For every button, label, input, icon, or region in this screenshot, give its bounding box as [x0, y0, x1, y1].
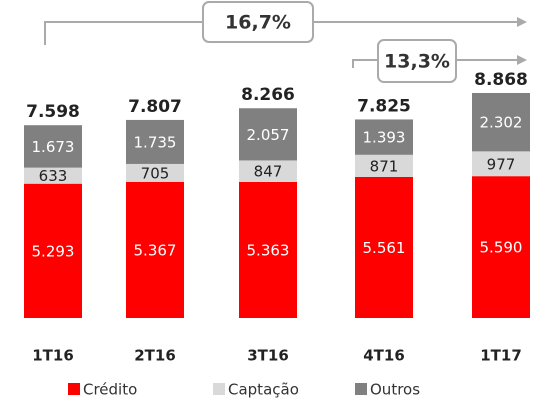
- data-label: 871: [370, 157, 399, 175]
- growth-arrow: [44, 17, 527, 45]
- data-label: 1.673: [32, 138, 75, 156]
- growth-arrow: [352, 55, 527, 68]
- bar-segment: [24, 183, 82, 318]
- total-label: 8.266: [241, 85, 295, 105]
- bar-segment: [24, 125, 82, 168]
- data-label: 847: [254, 163, 283, 181]
- data-label: 977: [487, 155, 516, 173]
- total-label: 7.825: [357, 96, 411, 116]
- x-tick-label: 2T16: [134, 347, 176, 365]
- data-label: 2.057: [247, 126, 290, 144]
- annotation: 16,7%: [225, 12, 291, 34]
- legend-swatch: [355, 383, 367, 395]
- bar-segment: [126, 181, 184, 318]
- annotation: 13,3%: [384, 51, 450, 73]
- legend-label: Crédito: [83, 381, 137, 399]
- x-tick-label: 1T17: [480, 347, 522, 365]
- data-label: 5.561: [363, 239, 406, 257]
- bar-segment: [239, 181, 297, 318]
- total-label: 7.598: [26, 102, 80, 122]
- bar-segment: [126, 119, 184, 164]
- bar-segment: [472, 92, 530, 152]
- data-label: 5.293: [32, 242, 75, 260]
- data-label: 705: [141, 164, 170, 182]
- bar-segment: [355, 176, 413, 318]
- total-label: 8.868: [474, 70, 528, 90]
- data-label: 2.302: [480, 114, 523, 132]
- x-tick-label: 1T16: [32, 347, 74, 365]
- data-label: 5.367: [134, 241, 177, 259]
- bar-segment: [126, 163, 184, 182]
- bar-segment: [355, 154, 413, 177]
- total-label: 7.807: [128, 97, 182, 117]
- data-label: 5.590: [480, 239, 523, 257]
- bar-segment: [355, 119, 413, 155]
- bar-segment: [239, 108, 297, 161]
- data-label: 1.735: [134, 133, 177, 151]
- data-label: 633: [39, 167, 68, 185]
- annotation-box: [202, 1, 314, 43]
- legend-label: Outros: [370, 381, 420, 399]
- legend-swatch: [68, 383, 80, 395]
- x-tick-label: 3T16: [247, 347, 289, 365]
- data-label: 1.393: [363, 129, 406, 147]
- legend-swatch: [213, 383, 225, 395]
- x-tick-label: 4T16: [363, 347, 405, 365]
- bar-segment: [472, 176, 530, 318]
- bar-segment: [24, 167, 82, 184]
- bar-segment: [239, 160, 297, 182]
- data-label: 5.363: [247, 241, 290, 259]
- annotation-box: [377, 39, 457, 83]
- bar-segment: [472, 151, 530, 177]
- legend-label: Captação: [228, 381, 299, 399]
